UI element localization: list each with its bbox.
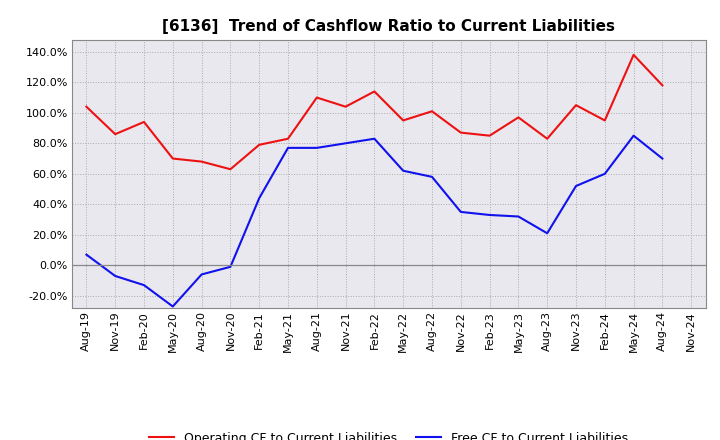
- Free CF to Current Liabilities: [399, 168, 408, 173]
- Operating CF to Current Liabilities: [572, 103, 580, 108]
- Free CF to Current Liabilities: [600, 171, 609, 176]
- Free CF to Current Liabilities: [456, 209, 465, 215]
- Operating CF to Current Liabilities: [255, 142, 264, 147]
- Operating CF to Current Liabilities: [514, 115, 523, 120]
- Operating CF to Current Liabilities: [629, 52, 638, 58]
- Line: Free CF to Current Liabilities: Free CF to Current Liabilities: [86, 136, 662, 307]
- Free CF to Current Liabilities: [658, 156, 667, 161]
- Operating CF to Current Liabilities: [543, 136, 552, 141]
- Operating CF to Current Liabilities: [600, 118, 609, 123]
- Free CF to Current Liabilities: [168, 304, 177, 309]
- Free CF to Current Liabilities: [543, 231, 552, 236]
- Operating CF to Current Liabilities: [428, 109, 436, 114]
- Operating CF to Current Liabilities: [341, 104, 350, 109]
- Operating CF to Current Liabilities: [197, 159, 206, 164]
- Free CF to Current Liabilities: [629, 133, 638, 138]
- Operating CF to Current Liabilities: [284, 136, 292, 141]
- Free CF to Current Liabilities: [341, 141, 350, 146]
- Operating CF to Current Liabilities: [226, 167, 235, 172]
- Free CF to Current Liabilities: [111, 273, 120, 279]
- Operating CF to Current Liabilities: [168, 156, 177, 161]
- Free CF to Current Liabilities: [514, 214, 523, 219]
- Operating CF to Current Liabilities: [82, 104, 91, 109]
- Operating CF to Current Liabilities: [658, 83, 667, 88]
- Free CF to Current Liabilities: [572, 183, 580, 189]
- Operating CF to Current Liabilities: [140, 119, 148, 125]
- Free CF to Current Liabilities: [197, 272, 206, 277]
- Free CF to Current Liabilities: [255, 195, 264, 201]
- Title: [6136]  Trend of Cashflow Ratio to Current Liabilities: [6136] Trend of Cashflow Ratio to Curren…: [162, 19, 616, 34]
- Free CF to Current Liabilities: [226, 264, 235, 269]
- Free CF to Current Liabilities: [370, 136, 379, 141]
- Free CF to Current Liabilities: [140, 282, 148, 288]
- Operating CF to Current Liabilities: [485, 133, 494, 138]
- Free CF to Current Liabilities: [312, 145, 321, 150]
- Legend: Operating CF to Current Liabilities, Free CF to Current Liabilities: Operating CF to Current Liabilities, Fre…: [144, 427, 634, 440]
- Operating CF to Current Liabilities: [312, 95, 321, 100]
- Operating CF to Current Liabilities: [399, 118, 408, 123]
- Operating CF to Current Liabilities: [370, 89, 379, 94]
- Free CF to Current Liabilities: [428, 174, 436, 180]
- Free CF to Current Liabilities: [82, 252, 91, 257]
- Line: Operating CF to Current Liabilities: Operating CF to Current Liabilities: [86, 55, 662, 169]
- Free CF to Current Liabilities: [485, 213, 494, 218]
- Free CF to Current Liabilities: [284, 145, 292, 150]
- Operating CF to Current Liabilities: [456, 130, 465, 135]
- Operating CF to Current Liabilities: [111, 132, 120, 137]
